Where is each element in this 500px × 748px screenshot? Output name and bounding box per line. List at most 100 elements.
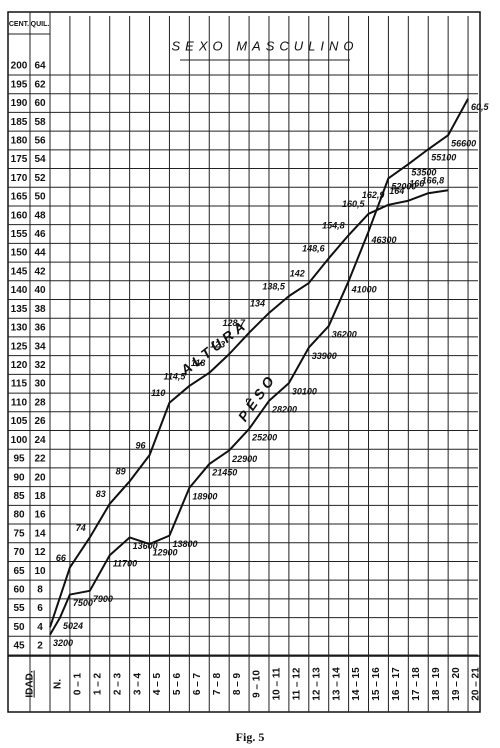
value-label: 134 bbox=[250, 298, 265, 308]
y-tick-label: 180 bbox=[11, 135, 28, 146]
x-tick-label: 4 – 5 bbox=[152, 672, 163, 695]
value-label: 41000 bbox=[351, 285, 377, 295]
x-tick-label: 10 – 11 bbox=[272, 667, 283, 700]
value-label: 164 bbox=[389, 186, 404, 196]
x-tick-label: N. bbox=[53, 679, 64, 689]
y2-tick-label: 62 bbox=[34, 79, 46, 90]
value-label: 36200 bbox=[332, 329, 357, 339]
y-tick-label: 140 bbox=[11, 285, 28, 296]
y2-tick-label: 2 bbox=[37, 641, 43, 652]
y2-tick-label: 38 bbox=[34, 304, 46, 315]
value-label: 114,5 bbox=[163, 371, 186, 381]
y2-tick-label: 48 bbox=[34, 210, 46, 221]
y-tick-label: 190 bbox=[11, 98, 28, 109]
y2-tick-label: 52 bbox=[34, 173, 46, 184]
y2-tick-label: 50 bbox=[34, 192, 46, 203]
value-label: 166,8 bbox=[422, 176, 445, 186]
x-tick-label: 7 – 8 bbox=[212, 672, 223, 695]
y-tick-label: 170 bbox=[11, 173, 28, 184]
x-tick-label: 1 – 2 bbox=[92, 672, 103, 695]
y-tick-label: 145 bbox=[11, 266, 28, 277]
y2-tick-label: 54 bbox=[34, 154, 46, 165]
value-label: 13800 bbox=[172, 539, 197, 549]
value-label: 28200 bbox=[271, 404, 297, 414]
y-tick-label: 70 bbox=[13, 547, 25, 558]
y2-tick-label: 16 bbox=[34, 510, 46, 521]
chart-title: SEXO MASCULINO bbox=[171, 38, 358, 53]
y2-tick-label: 32 bbox=[34, 360, 46, 371]
x-tick-label: 2 – 3 bbox=[112, 672, 123, 695]
y-tick-label: 130 bbox=[11, 323, 28, 334]
value-label: 3200 bbox=[53, 638, 73, 648]
value-label: 33900 bbox=[312, 351, 337, 361]
y2-tick-label: 34 bbox=[34, 341, 46, 352]
y2-tick-label: 46 bbox=[34, 229, 46, 240]
series-line bbox=[49, 189, 449, 628]
x-tick-label: 5 – 6 bbox=[172, 672, 183, 695]
y-tick-label: 120 bbox=[11, 360, 28, 371]
y2-tick-label: 42 bbox=[34, 266, 46, 277]
y-tick-label: 155 bbox=[11, 229, 28, 240]
y2-tick-label: 64 bbox=[34, 61, 46, 72]
y-tick-label: 125 bbox=[11, 341, 28, 352]
value-label: 7500 bbox=[73, 598, 93, 608]
y2-tick-label: 60 bbox=[34, 98, 46, 109]
y-tick-label: 150 bbox=[11, 248, 28, 259]
y2-tick-label: 58 bbox=[34, 117, 46, 128]
value-label: 148,6 bbox=[302, 244, 326, 254]
x-tick-label: 0 – 1 bbox=[73, 672, 84, 695]
value-label: 21450 bbox=[211, 467, 237, 477]
x-tick-label: 12 – 13 bbox=[311, 667, 322, 701]
y2-tick-label: 8 bbox=[37, 585, 43, 596]
value-label: 22900 bbox=[231, 454, 257, 464]
y2-tick-label: 36 bbox=[34, 323, 46, 334]
value-label: 154,8 bbox=[322, 221, 345, 231]
y2-tick-label: 26 bbox=[34, 416, 46, 427]
value-label: 142 bbox=[290, 268, 305, 278]
y-tick-label: 105 bbox=[11, 416, 28, 427]
y2-tick-label: 4 bbox=[37, 622, 43, 633]
series-line bbox=[49, 98, 469, 636]
y2-tick-label: 22 bbox=[34, 454, 46, 465]
y2-tick-label: 14 bbox=[34, 528, 46, 539]
y-tick-label: 50 bbox=[13, 622, 25, 633]
value-label: 52000 bbox=[391, 182, 416, 192]
value-label: 74 bbox=[76, 523, 86, 533]
y-tick-label: 135 bbox=[11, 304, 28, 315]
x-tick-label: 16 – 17 bbox=[391, 667, 402, 701]
value-label: 25200 bbox=[251, 432, 277, 442]
value-label: 110 bbox=[151, 388, 165, 398]
caption: Fig. 5 bbox=[236, 730, 265, 744]
value-label: 5024 bbox=[63, 621, 83, 631]
y-tick-label: 95 bbox=[13, 454, 25, 465]
x-tick-label: 13 – 14 bbox=[331, 667, 342, 701]
y-axis-label: CENT. bbox=[9, 21, 29, 28]
y-tick-label: 110 bbox=[11, 397, 28, 408]
x-tick-label: 6 – 7 bbox=[192, 672, 203, 695]
frame bbox=[7, 11, 481, 713]
y2-axis-label: QUIL. bbox=[31, 21, 50, 28]
y-tick-label: 165 bbox=[11, 192, 28, 203]
value-label: 118 bbox=[191, 358, 205, 368]
x-tick-label: 3 – 4 bbox=[132, 672, 143, 695]
y2-tick-label: 18 bbox=[34, 491, 46, 502]
y-tick-label: 175 bbox=[11, 154, 28, 165]
x-tick-label: 14 – 15 bbox=[351, 667, 362, 701]
value-label: 166 bbox=[409, 179, 425, 189]
x-tick-label: 15 – 16 bbox=[371, 667, 382, 701]
value-label: 138,5 bbox=[262, 282, 286, 292]
value-label: 46300 bbox=[371, 235, 397, 245]
y-tick-label: 90 bbox=[13, 472, 25, 483]
y-tick-label: 160 bbox=[11, 210, 28, 221]
value-label: 162,9 bbox=[362, 190, 385, 200]
y-tick-label: 80 bbox=[13, 510, 25, 521]
x-tick-label: 8 – 9 bbox=[232, 672, 243, 695]
y-tick-label: 55 bbox=[13, 603, 25, 614]
x-axis-label: IDAD. bbox=[25, 670, 36, 697]
y2-tick-label: 28 bbox=[34, 397, 46, 408]
y2-tick-label: 10 bbox=[34, 566, 46, 577]
value-label: 53500 bbox=[411, 168, 436, 178]
y-tick-label: 75 bbox=[13, 528, 25, 539]
y2-tick-label: 12 bbox=[34, 547, 46, 558]
y-tick-label: 65 bbox=[13, 566, 25, 577]
